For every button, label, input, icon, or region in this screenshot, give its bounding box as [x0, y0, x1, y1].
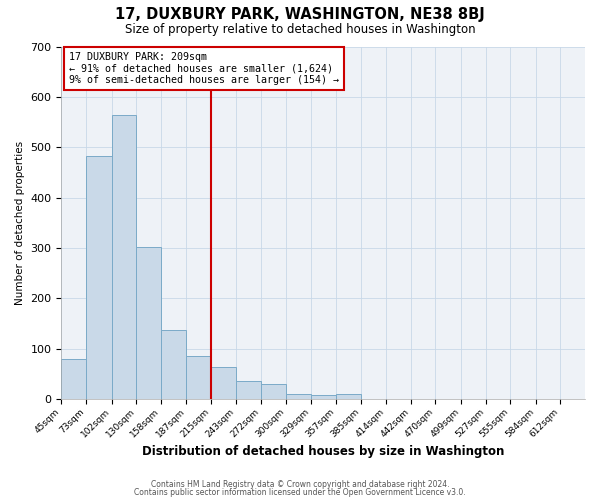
- Bar: [161, 330, 187, 399]
- Bar: [211, 368, 236, 399]
- Bar: [311, 395, 336, 399]
- Bar: [336, 394, 361, 399]
- Text: 17, DUXBURY PARK, WASHINGTON, NE38 8BJ: 17, DUXBURY PARK, WASHINGTON, NE38 8BJ: [115, 8, 485, 22]
- Text: Contains HM Land Registry data © Crown copyright and database right 2024.: Contains HM Land Registry data © Crown c…: [151, 480, 449, 489]
- Y-axis label: Number of detached properties: Number of detached properties: [15, 141, 25, 305]
- X-axis label: Distribution of detached houses by size in Washington: Distribution of detached houses by size …: [142, 444, 505, 458]
- Bar: [136, 247, 161, 399]
- Text: Contains public sector information licensed under the Open Government Licence v3: Contains public sector information licen…: [134, 488, 466, 497]
- Bar: [187, 356, 211, 399]
- Text: 17 DUXBURY PARK: 209sqm
← 91% of detached houses are smaller (1,624)
9% of semi-: 17 DUXBURY PARK: 209sqm ← 91% of detache…: [69, 52, 339, 85]
- Bar: [286, 394, 311, 399]
- Bar: [261, 384, 286, 399]
- Bar: [86, 156, 112, 399]
- Bar: [112, 114, 136, 399]
- Text: Size of property relative to detached houses in Washington: Size of property relative to detached ho…: [125, 22, 475, 36]
- Bar: [61, 359, 86, 399]
- Bar: [236, 381, 261, 399]
